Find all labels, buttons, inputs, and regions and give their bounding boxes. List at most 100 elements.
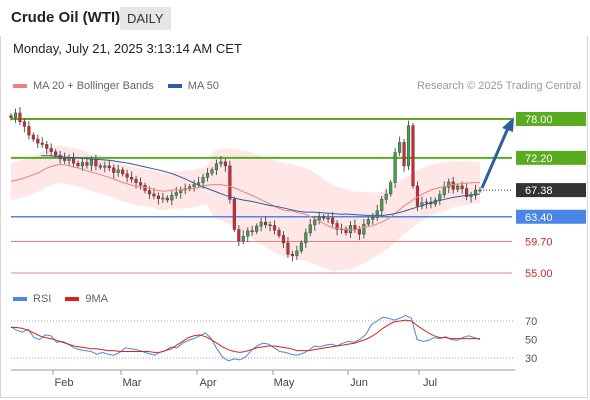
candle-body (380, 199, 384, 211)
candle-body (13, 112, 18, 118)
candle-body (246, 230, 250, 237)
candle-body (45, 144, 49, 149)
rsi-line (10, 314, 481, 362)
legend-ma20: MA 20 + Bollinger Bands (13, 80, 154, 92)
candle-body (335, 223, 339, 230)
rsi-tick-label: 50 (525, 335, 537, 347)
candle-body (290, 254, 294, 256)
candle-body (259, 221, 263, 227)
legend-ma50: MA 50 (167, 80, 219, 92)
candle-body (121, 169, 125, 175)
candle-body (103, 165, 107, 168)
timestamp: Monday, July 21, 2025 3:13:14 AM CET (13, 41, 242, 56)
x-axis-label-apr: Apr (199, 377, 216, 389)
candle-body (384, 193, 388, 200)
candle-body (85, 162, 89, 166)
candle-body (138, 182, 143, 186)
candle-body (366, 219, 370, 225)
candle-body (107, 165, 111, 169)
candle-body (281, 235, 286, 244)
candle-body (268, 224, 272, 227)
candle-body (451, 181, 455, 190)
level-label-72-20: 72.20 (525, 153, 553, 165)
x-axis-label-may: May (274, 377, 295, 389)
candle-body (223, 161, 227, 167)
forecast-arrowhead-icon (502, 117, 514, 132)
candle-body (22, 121, 26, 127)
candle-body (232, 199, 236, 230)
candle-body (201, 177, 205, 183)
ma9-swatch-icon (65, 297, 80, 301)
candle-body (98, 165, 102, 168)
candle-body (116, 169, 120, 173)
candle-body (362, 223, 366, 235)
candle-body (76, 162, 80, 167)
candle-body (308, 224, 312, 234)
candle-body (255, 225, 259, 232)
candle-body (219, 161, 223, 165)
level-label-59-70: 59.70 (525, 237, 553, 249)
candle-body (94, 159, 98, 167)
candle-body (214, 163, 219, 171)
candle-body (67, 157, 71, 161)
candle-body (63, 158, 67, 161)
candle-body (54, 151, 58, 156)
candle-body (299, 242, 303, 252)
candle-body (147, 190, 152, 195)
candle-body (406, 125, 411, 167)
candle-body (237, 229, 241, 242)
x-axis-label-jun: Jun (350, 377, 368, 389)
candle-body (264, 221, 268, 226)
legend-ma20-label: MA 20 + Bollinger Bands (33, 80, 154, 92)
candle-body (277, 229, 281, 236)
level-badge-63-40 (516, 209, 586, 224)
candle-body (165, 197, 169, 201)
x-axis-label-feb: Feb (55, 377, 74, 389)
instrument-title: Crude Oil (WTI) (11, 9, 121, 26)
candle-body (241, 235, 245, 242)
candle-body (411, 125, 415, 187)
level-badge-78-00 (516, 112, 586, 126)
forecast-arrow-shaft (480, 127, 510, 189)
candle-body (442, 187, 446, 195)
level-badge-72-20 (516, 150, 586, 165)
candle-body (134, 179, 138, 183)
candle-body (326, 217, 330, 220)
legend-ma50-label: MA 50 (187, 80, 219, 92)
candle-body (469, 195, 473, 197)
candle-body (424, 201, 428, 204)
candle-body (80, 162, 85, 167)
candle-body (210, 169, 214, 174)
candle-body (170, 195, 174, 201)
candle-body (161, 197, 165, 200)
timeframe-badge[interactable]: DAILY (120, 7, 171, 30)
candle-body (192, 184, 196, 187)
candle-body (228, 165, 232, 200)
level-label-63-40: 63.40 (525, 212, 553, 224)
chart-card (0, 36, 588, 398)
x-axis-label-jul: Jul (423, 377, 437, 389)
candle-body (130, 177, 134, 180)
rsi-swatch-icon (13, 297, 27, 301)
rsi-tick-label: 70 (525, 316, 537, 328)
candle-body (465, 188, 469, 197)
candle-body (371, 217, 375, 220)
candle-body (49, 148, 53, 153)
legend-rsi-label: RSI (33, 293, 52, 305)
rsi-legend: RSI 9MA (13, 293, 122, 305)
candle-body (456, 185, 460, 190)
candle-body (272, 225, 277, 231)
candle-body (89, 159, 93, 166)
candle-body (286, 242, 290, 255)
candle-body (473, 189, 478, 196)
candle-body (389, 182, 393, 195)
level-label-67-38: 67.38 (525, 185, 553, 197)
level-badge-67-38 (516, 183, 586, 198)
ma50-line (41, 155, 481, 216)
candle-body (36, 138, 40, 144)
candle-body (447, 181, 451, 188)
level-label-55-00: 55.00 (525, 268, 553, 280)
rsi-ma9-line (11, 319, 480, 353)
main-legend: MA 20 + Bollinger Bands MA 50 (13, 80, 233, 92)
